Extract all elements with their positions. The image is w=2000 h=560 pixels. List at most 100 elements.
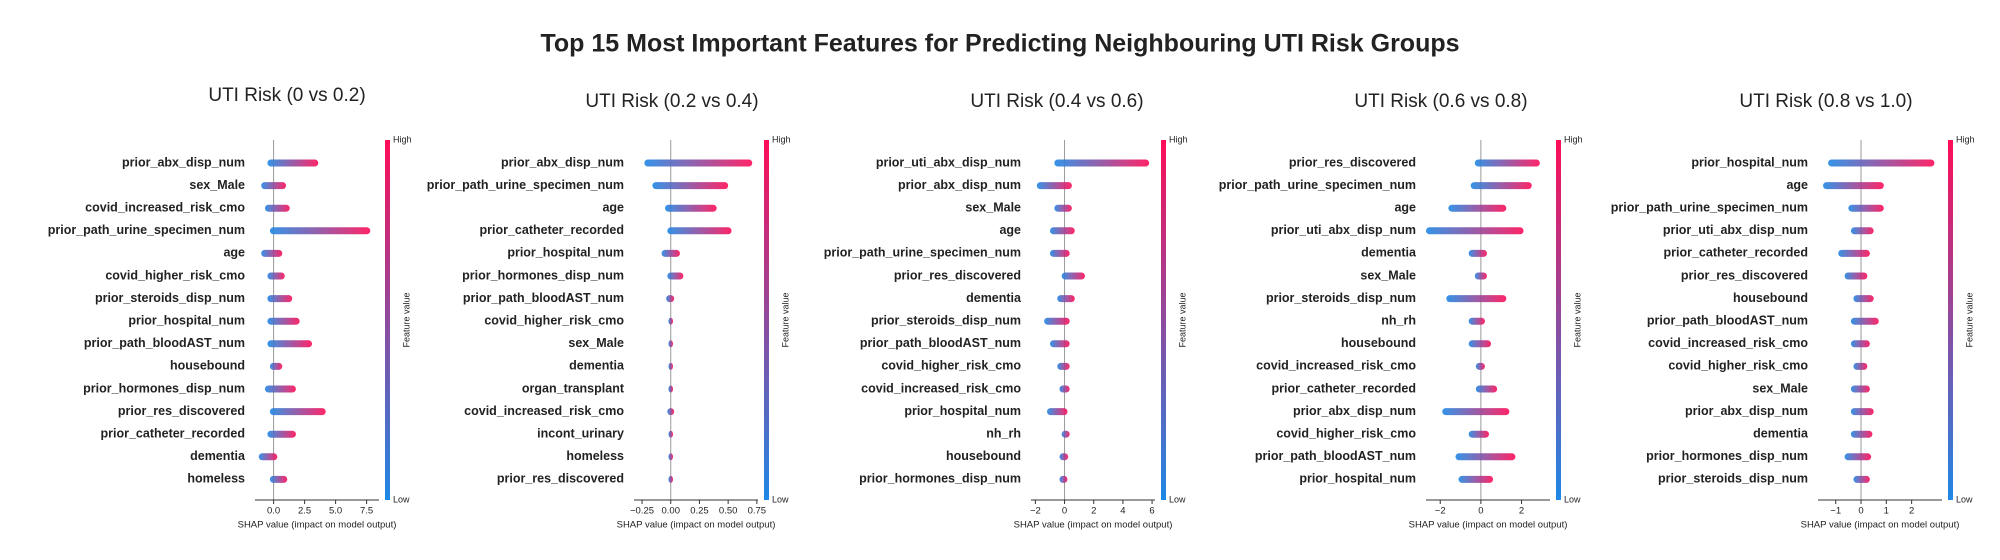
feature-label: prior_hormones_disp_num <box>83 381 245 395</box>
colorbar-low: Low <box>393 494 410 504</box>
feature-label: dementia <box>1753 426 1809 440</box>
feature-label: prior_uti_abx_disp_num <box>1271 223 1416 237</box>
feature-label: prior_catheter_recorded <box>1271 381 1416 395</box>
feature-label: prior_path_urine_specimen_num <box>427 178 624 192</box>
shap-range <box>1470 182 1532 190</box>
x-tick-label: 2 <box>1519 506 1524 517</box>
shap-range <box>1850 408 1874 416</box>
shap-range <box>1442 408 1510 416</box>
shap-range <box>668 475 674 483</box>
feature-label: prior_abx_disp_num <box>122 155 245 169</box>
shap-range <box>668 453 674 461</box>
feature-label: age <box>1786 178 1808 192</box>
x-tick-label: 1 <box>1884 506 1889 517</box>
shap-range <box>1844 453 1872 461</box>
feature-label: organ_transplant <box>522 381 625 395</box>
x-tick-label: −2 <box>1435 506 1446 517</box>
x-axis-label: SHAP value (impact on model output) <box>1014 520 1173 531</box>
shap-range <box>1059 475 1068 483</box>
shap-range <box>269 227 371 235</box>
shap-range <box>1049 340 1070 348</box>
feature-label: covid_increased_risk_cmo <box>464 404 624 418</box>
shap-range <box>1838 249 1870 257</box>
shap-range <box>267 317 300 325</box>
colorbar-low: Low <box>1956 494 1973 504</box>
feature-label: prior_steroids_disp_num <box>1658 472 1808 486</box>
feature-label: housebound <box>946 449 1021 463</box>
feature-label: dementia <box>966 291 1022 305</box>
shap-range <box>1850 340 1870 348</box>
feature-label: sex_Male <box>1360 268 1416 282</box>
feature-label: prior_hospital_num <box>507 246 624 260</box>
shap-range <box>264 385 296 393</box>
shap-range <box>1057 295 1075 303</box>
feature-label: prior_steroids_disp_num <box>871 313 1021 327</box>
feature-label: sex_Male <box>568 336 624 350</box>
shap-range <box>665 204 717 212</box>
shap-range <box>1474 272 1487 280</box>
shap-range <box>1468 340 1492 348</box>
feature-label: covid_increased_risk_cmo <box>861 381 1021 395</box>
feature-label: sex_Male <box>189 178 245 192</box>
shap-range <box>1850 430 1873 438</box>
feature-label: prior_path_bloodAST_num <box>1647 313 1808 327</box>
feature-label: prior_steroids_disp_num <box>1266 291 1416 305</box>
feature-label: age <box>1394 200 1416 214</box>
x-tick-label: −2 <box>1030 506 1041 517</box>
x-tick-label: −0.25 <box>630 506 654 517</box>
shap-range <box>666 295 675 303</box>
feature-label: dementia <box>190 449 246 463</box>
feature-label: housebound <box>1341 336 1416 350</box>
colorbar-low: Low <box>1564 494 1581 504</box>
colorbar <box>1948 140 1953 500</box>
x-tick-label: 2.5 <box>298 506 311 517</box>
shap-range <box>667 272 684 280</box>
feature-label: covid_higher_risk_cmo <box>1276 426 1416 440</box>
x-tick-label: 2 <box>1091 506 1096 517</box>
shap-range <box>264 204 290 212</box>
shap-range <box>1049 249 1070 257</box>
shap-range <box>1061 430 1070 438</box>
shap-range <box>652 182 729 190</box>
feature-label: prior_path_bloodAST_num <box>860 336 1021 350</box>
feature-label: dementia <box>569 359 625 373</box>
shap-range <box>1426 227 1524 235</box>
shap-range <box>1047 408 1068 416</box>
feature-label: prior_abx_disp_num <box>1685 404 1808 418</box>
x-axis-label: SHAP value (impact on model output) <box>1801 520 1960 531</box>
shap-range <box>644 159 753 167</box>
shap-range <box>1059 385 1070 393</box>
feature-label: prior_res_discovered <box>1681 268 1808 282</box>
colorbar-label: Feature value <box>1177 292 1187 347</box>
feature-label: prior_res_discovered <box>118 404 245 418</box>
feature-label: covid_increased_risk_cmo <box>85 200 245 214</box>
feature-label: housebound <box>170 359 245 373</box>
shap-range <box>1475 362 1485 370</box>
shap-range <box>1036 182 1072 190</box>
shap-range <box>1446 295 1507 303</box>
feature-label: nh_rh <box>986 426 1021 440</box>
feature-label: prior_res_discovered <box>497 472 624 486</box>
shap-range <box>1049 227 1075 235</box>
feature-label: prior_path_bloodAST_num <box>463 291 624 305</box>
feature-label: prior_abx_disp_num <box>501 155 624 169</box>
feature-label: prior_steroids_disp_num <box>95 291 245 305</box>
x-tick-label: 6 <box>1149 506 1154 517</box>
feature-label: nh_rh <box>1381 313 1416 327</box>
feature-label: covid_higher_risk_cmo <box>484 313 624 327</box>
shap-range <box>258 453 278 461</box>
feature-label: prior_path_urine_specimen_num <box>824 246 1021 260</box>
feature-label: covid_higher_risk_cmo <box>1668 359 1808 373</box>
feature-label: homeless <box>566 449 624 463</box>
x-tick-label: 0 <box>1478 506 1483 517</box>
panel-title: UTI Risk (0.4 vs 0.6) <box>970 91 1143 112</box>
shap-range <box>261 182 286 190</box>
feature-label: covid_increased_risk_cmo <box>1256 359 1416 373</box>
chart-title: Top 15 Most Important Features for Predi… <box>540 30 1459 58</box>
feature-label: prior_path_urine_specimen_num <box>48 223 245 237</box>
colorbar <box>1556 140 1561 500</box>
shap-range <box>267 295 293 303</box>
shap-range <box>1853 362 1868 370</box>
feature-label: incont_urinary <box>537 426 624 440</box>
